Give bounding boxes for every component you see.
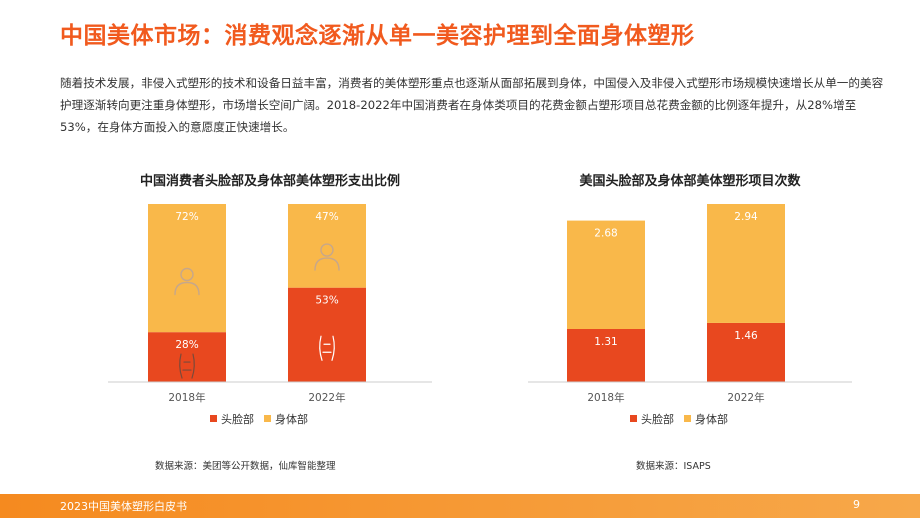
footer-bar: 2023中国美体塑形白皮书 9 [0,494,920,518]
data-label: 53% [315,295,338,307]
body-icon [319,335,335,361]
bar-body-0 [567,220,645,330]
x-tick-label: 2018年 [168,391,205,404]
legend-swatch-body [684,415,691,422]
person-icon [174,267,200,296]
legend-label: 头脸部 [221,412,254,426]
x-tick-label: 2022年 [308,391,345,404]
chart-title: 中国消费者头脸部及身体部美体塑形支出比例 [139,174,400,189]
bar-body-1 [288,204,366,288]
legend-label: 身体部 [695,412,728,426]
chart-title: 美国头脸部及身体部美体塑形项目次数 [579,174,801,189]
x-tick-label: 2018年 [587,391,624,404]
data-label: 1.31 [594,336,617,348]
bar-head-0 [567,329,645,382]
data-label: 2.94 [734,211,758,223]
bar-body-1 [707,204,785,323]
legend-swatch-head [210,415,217,422]
china-spending-chart: 中国消费者头脸部及身体部美体塑形支出比例 28% 72% 2018年 53% 47% 20… [90,170,450,480]
legend-swatch-body [264,415,271,422]
x-tick-label: 2022年 [727,391,764,404]
person-icon [314,243,340,271]
legend-swatch-head [630,415,637,422]
body-icon [179,353,195,379]
us-procedures-chart: 美国头脸部及身体部美体塑形项目次数 1.31 2.68 2018年 1.46 2.94 2… [510,170,870,480]
data-label: 28% [175,339,198,351]
chart-source: 数据来源：ISAPS [636,461,711,472]
bar-head-1 [707,322,785,382]
chart-source: 数据来源：美团等公开数据，仙库智能整理 [155,461,336,472]
bar-head-1 [288,287,366,382]
data-label: 72% [175,211,198,223]
legend-label: 头脸部 [641,412,674,426]
data-label: 2.68 [594,228,617,240]
legend-label: 身体部 [275,412,308,426]
footer-title: 2023中国美体塑形白皮书 [60,500,187,513]
bar-head-0 [148,332,226,382]
data-label: 47% [315,211,338,223]
data-label: 1.46 [734,330,758,342]
intro-paragraph: 随着技术发展，非侵入式塑形的技术和设备日益丰富，消费者的美体塑形重点也逐渐从面部… [60,76,884,134]
page-number: 9 [853,498,860,511]
page-title: 中国美体市场：消费观念逐渐从单一美容护理到全面身体塑形 [60,23,695,49]
